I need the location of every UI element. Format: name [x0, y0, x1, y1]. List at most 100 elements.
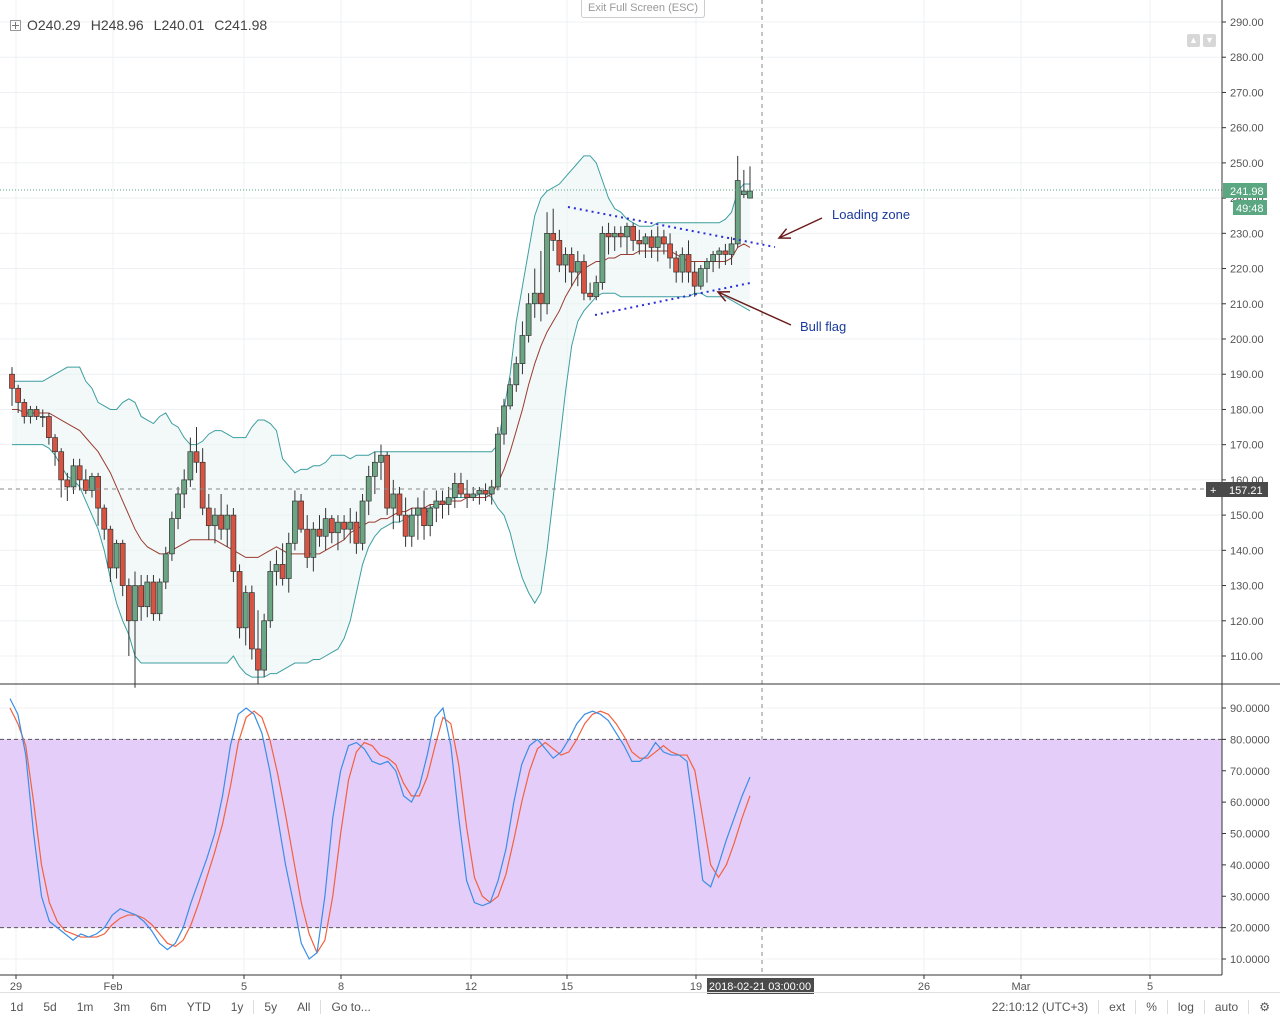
clock-time: 22:10:12 (UTC+3) — [991, 1000, 1089, 1014]
candle-body — [21, 402, 28, 417]
candle-body — [46, 416, 52, 438]
chart-canvas[interactable]: Loading zone Bull flag 290.00 280.00 270.00 2… — [0, 0, 1280, 995]
candle-body — [9, 373, 15, 389]
price-tick-label: 260.00 — [1230, 123, 1264, 135]
candle-body — [33, 409, 40, 417]
price-tick-label: 180.00 — [1230, 404, 1264, 416]
separator — [1135, 1000, 1137, 1014]
scale-buttons: ext% log auto — [1099, 995, 1248, 1019]
candle-body — [353, 521, 360, 544]
candle-body — [587, 292, 593, 298]
candle-body — [679, 254, 686, 273]
candle-body — [132, 585, 138, 622]
range-button-1[interactable]: 5d — [43, 1000, 57, 1014]
bottom-toolbar: 1d 5d 1m 3m 6m YTD 1y 5y All Go to... 22:10:12 (U… — [0, 995, 1280, 1019]
candle-body — [156, 581, 163, 615]
settings-icon[interactable]: ⚙ — [1259, 1000, 1270, 1014]
candle-body — [285, 542, 292, 579]
candle-body — [507, 384, 513, 407]
candle-body — [581, 261, 587, 294]
candle-body — [273, 564, 280, 572]
candle-body — [82, 479, 89, 491]
candle-body — [593, 282, 600, 298]
range-button-3[interactable]: 3m — [113, 1000, 131, 1014]
candle-body — [230, 514, 237, 572]
range-button-9[interactable]: Go to... — [331, 1000, 371, 1014]
ohlc-legend: O240.29 H248.96 L240.01 C241.98 — [10, 17, 271, 33]
candle-body — [605, 232, 612, 238]
price-tick-label: 190.00 — [1230, 369, 1264, 381]
scale-button-auto[interactable]: auto — [1214, 1000, 1239, 1014]
price-tick-label: 280.00 — [1230, 52, 1264, 64]
range-button-8[interactable]: All — [297, 1000, 311, 1014]
ohlc-open: O240.29 — [27, 17, 81, 33]
time-tick-label: 8 — [338, 981, 344, 993]
candle-body — [218, 514, 224, 530]
candle-body — [199, 461, 206, 509]
candle-body — [107, 528, 114, 569]
last-price-tag-text: 241.98 — [1230, 186, 1264, 198]
candle-body — [144, 581, 151, 608]
candle-body — [624, 225, 630, 238]
osc-tick-label: 40.0000 — [1230, 860, 1270, 872]
bull-flag-arrow-head — [716, 290, 731, 302]
candle-body — [89, 476, 95, 491]
expand-icon[interactable] — [10, 19, 21, 31]
range-button-4[interactable]: 6m — [150, 1000, 167, 1014]
time-tick-label: Mar — [1012, 981, 1031, 993]
exit-fullscreen-button[interactable]: Exit Full Screen (ESC) — [581, 0, 705, 18]
candle-body — [519, 335, 526, 365]
osc-tick-label: 60.0000 — [1230, 797, 1270, 809]
candle-body — [574, 261, 581, 273]
candle-body — [119, 542, 126, 586]
candle-body — [150, 581, 157, 615]
osc-tick-label: 20.0000 — [1230, 923, 1270, 935]
ohlc-close: C241.98 — [214, 17, 268, 33]
candle-body — [169, 518, 175, 555]
candle-body — [396, 493, 403, 516]
candle-body — [101, 507, 108, 530]
crosshair-time-tag-text: 2018-02-21 03:00:00 — [709, 981, 811, 993]
range-button-0[interactable]: 1d — [10, 1000, 24, 1014]
time-tick-label: 5 — [241, 981, 247, 993]
candle-body — [562, 254, 569, 266]
candle-body — [716, 250, 723, 255]
range-button-2[interactable]: 1m — [76, 1000, 94, 1014]
candle-body — [408, 514, 415, 537]
candle-body — [52, 437, 58, 453]
candle-body — [193, 451, 200, 463]
range-button-7[interactable]: 5y — [264, 1000, 278, 1014]
loading-zone-label: Loading zone — [832, 207, 910, 222]
candle-body — [162, 553, 169, 583]
candle-body — [482, 490, 489, 495]
candle-body — [372, 461, 378, 477]
candle-body — [390, 493, 397, 509]
candle-body — [654, 236, 661, 248]
arrow-down-icon[interactable]: ▼ — [1203, 34, 1216, 47]
candle-body — [661, 236, 667, 245]
candle-body — [95, 476, 101, 509]
candle-body — [187, 451, 194, 481]
scale-button-ext[interactable]: ext — [1109, 1000, 1126, 1014]
candle-body — [556, 240, 563, 266]
candle-body — [304, 528, 311, 558]
candle-body — [27, 409, 34, 417]
candle-body — [611, 232, 618, 238]
range-button-5[interactable]: YTD — [186, 1000, 211, 1014]
candle-body — [470, 493, 477, 498]
candle-body — [138, 585, 144, 608]
range-buttons: 1d 5d 1m 3m 6m YTD 1y 5y All Go to... — [0, 995, 381, 1019]
scale-button-log[interactable]: log — [1177, 1000, 1194, 1014]
time-tick-label: 26 — [918, 981, 930, 993]
candle-body — [642, 236, 649, 245]
candle-body — [673, 257, 680, 273]
range-button-6[interactable]: 1y — [230, 1000, 244, 1014]
scale-button-%[interactable]: % — [1146, 1000, 1157, 1014]
candle-body — [464, 493, 470, 498]
arrow-up-icon[interactable]: ▲ — [1187, 34, 1200, 47]
crosshair-price-tag — [1206, 482, 1268, 497]
candle-body — [341, 521, 347, 530]
candle-body — [292, 500, 298, 544]
candle-body — [255, 648, 261, 671]
separator — [320, 1000, 322, 1014]
